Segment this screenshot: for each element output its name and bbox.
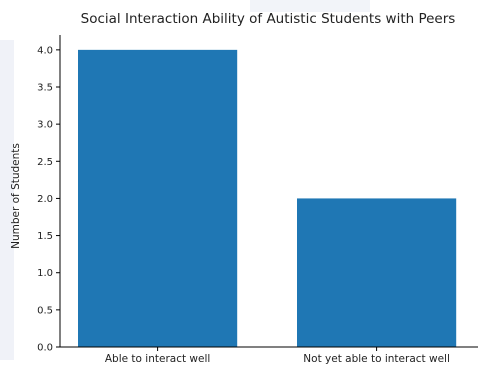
y-tick-label-1: 0.5 <box>37 305 53 316</box>
y-axis-label: Number of Students <box>10 143 22 249</box>
y-tick-label-5: 2.5 <box>37 157 53 168</box>
y-tick-label-7: 3.5 <box>37 83 53 94</box>
bar-0 <box>78 49 238 347</box>
watermark-shape-left <box>0 40 14 360</box>
y-tick-label-4: 2.0 <box>37 194 53 205</box>
x-ticks-group: Able to interact well Not yet able to int… <box>105 347 450 365</box>
x-tick-label-0: Able to interact well <box>105 353 210 365</box>
y-tick-label-0: 0.0 <box>37 343 53 354</box>
y-tick-label-6: 3.0 <box>37 120 53 131</box>
y-tick-label-3: 1.5 <box>37 231 53 242</box>
chart-title: Social Interaction Ability of Autistic S… <box>81 11 456 27</box>
y-ticks-group: 0.0 0.5 1.0 1.5 2.0 2.5 3.0 3.5 4.0 <box>37 45 60 354</box>
y-tick-label-8: 4.0 <box>37 45 53 56</box>
x-tick-label-1: Not yet able to interact well <box>303 353 450 365</box>
bars-group <box>78 49 457 347</box>
y-tick-label-2: 1.0 <box>37 268 53 279</box>
bar-1 <box>297 198 457 347</box>
watermark-shape-top <box>250 0 370 12</box>
